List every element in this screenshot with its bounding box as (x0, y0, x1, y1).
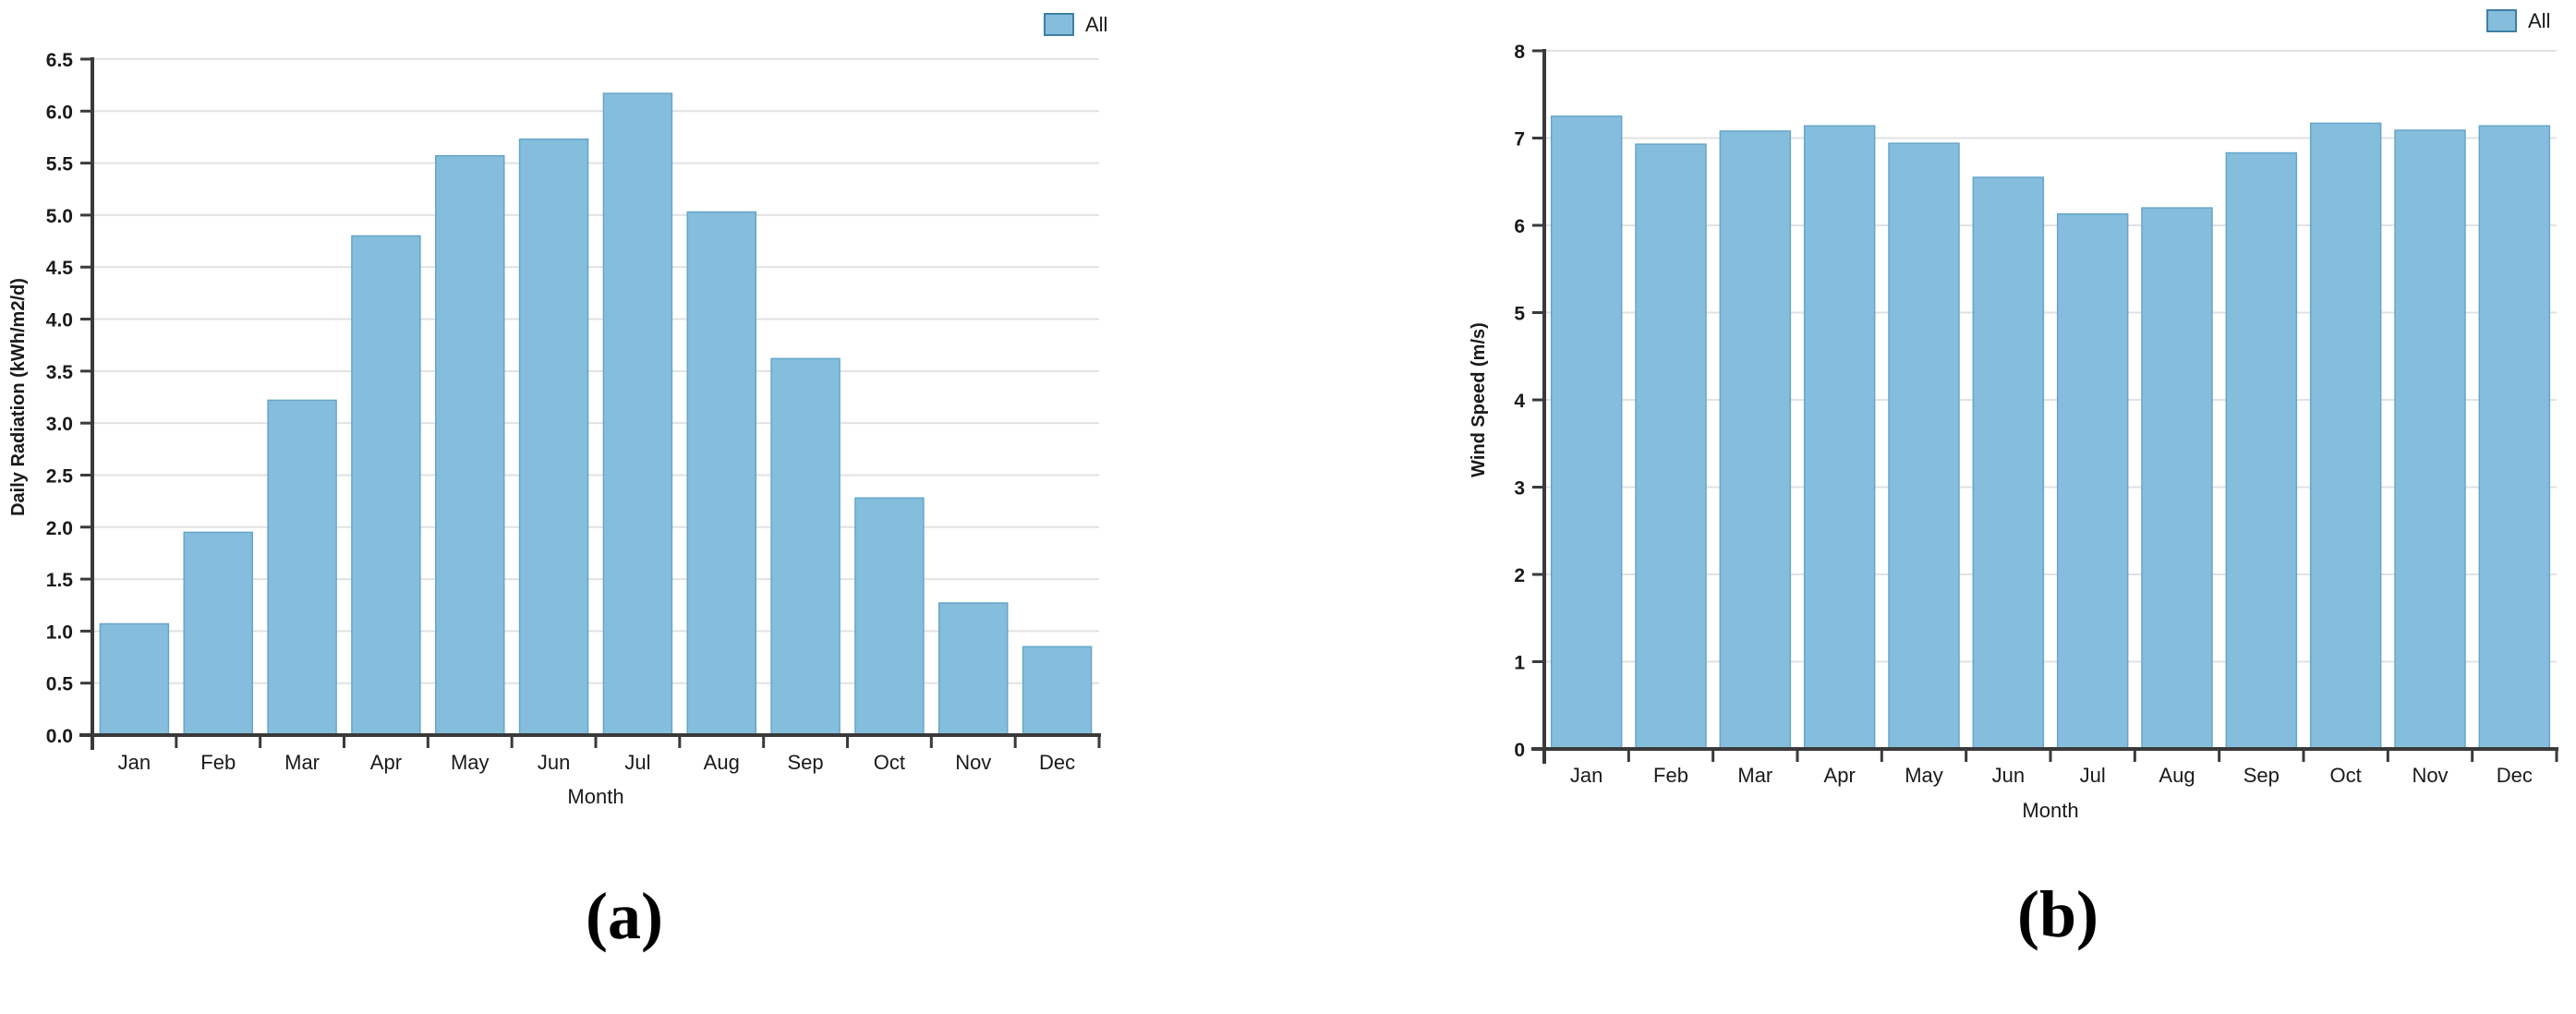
y-tick-label-1: 1 (1514, 653, 1525, 674)
x-tick-label-mar: Mar (284, 751, 320, 774)
x-axis-title: Month (2022, 799, 2078, 822)
x-tick-label-apr: Apr (1824, 764, 1856, 787)
x-tick-label-aug: Aug (704, 751, 740, 774)
y-tick-label-6.0: 6.0 (46, 102, 73, 123)
x-tick-label-jan: Jan (118, 751, 151, 774)
legend-label-all: All (2528, 9, 2550, 32)
x-tick-label-apr: Apr (370, 751, 402, 774)
y-tick-label-2.5: 2.5 (46, 465, 74, 487)
panel-caption-b: (b) (2017, 877, 2098, 951)
x-tick-label-dec: Dec (1039, 751, 1075, 774)
x-tick-label-aug: Aug (2159, 764, 2195, 787)
x-tick-label-mar: Mar (1737, 764, 1772, 787)
x-tick-label-may: May (451, 751, 490, 774)
chart-wind-speed: 0 1 2 3 4 5 6 7 8 Jan Feb Mar Apr May Jun Jul Aug Sep Oct N… (1469, 9, 2558, 822)
x-tick-label-may: May (1905, 764, 1943, 787)
bar-jul (2056, 212, 2129, 750)
y-tick-label-0: 0 (1514, 740, 1525, 761)
x-tick-label-feb: Feb (1653, 764, 1688, 787)
y-tick-label-2.0: 2.0 (46, 518, 73, 539)
y-tick-label-7: 7 (1514, 129, 1525, 151)
bar-nov (938, 602, 1009, 736)
y-axis-title: Wind Speed (m/s) (1469, 322, 1489, 477)
legend-label-all: All (1085, 13, 1107, 36)
bar-aug (686, 211, 756, 736)
y-tick-label-6: 6 (1514, 216, 1525, 237)
bar-jan (99, 622, 170, 736)
bar-oct (854, 497, 925, 736)
bar-jan (1550, 115, 1623, 750)
x-tick-label-jun: Jun (538, 751, 570, 774)
x-tick-label-jul: Jul (2080, 764, 2106, 787)
y-tick-label-4.5: 4.5 (46, 258, 74, 279)
y-tick-label-0.5: 0.5 (46, 674, 74, 695)
y-tick-label-2: 2 (1514, 565, 1525, 586)
x-axis-title: Month (567, 785, 623, 808)
bar-sep (770, 357, 841, 736)
bar-aug (2141, 207, 2213, 750)
y-tick-label-1.0: 1.0 (46, 622, 73, 643)
bar-jul (602, 92, 673, 736)
x-tick-label-feb: Feb (200, 751, 236, 774)
x-tick-label-jul: Jul (624, 751, 650, 774)
bar-dec (2478, 125, 2551, 750)
chart-daily-radiation: 0.0 0.5 1.0 1.5 2.0 2.5 3.0 3.5 4.0 4.5 5.0 5.5 6.0 6… (8, 13, 1107, 808)
y-tick-label-5: 5 (1514, 304, 1525, 325)
x-tick-label-sep: Sep (2243, 764, 2280, 787)
bar-sep (2225, 151, 2298, 750)
x-tick-label-jan: Jan (1570, 764, 1602, 787)
legend-swatch-all (2486, 9, 2517, 32)
panel-caption-a: (a) (586, 879, 663, 953)
bar-nov (2394, 129, 2466, 750)
bar-mar (267, 399, 337, 736)
bar-mar (1719, 130, 1792, 750)
x-tick-label-jun: Jun (1992, 764, 2025, 787)
y-axis-title: Daily Radiation (kWh/m2/d) (8, 278, 29, 516)
x-tick-label-sep: Sep (788, 751, 824, 774)
x-tick-label-oct: Oct (2330, 764, 2362, 787)
bar-may (1888, 142, 1960, 750)
bar-jun (1972, 176, 2045, 750)
bar-apr (1803, 125, 1876, 750)
x-tick-label-nov: Nov (955, 751, 991, 774)
bar-may (435, 154, 505, 736)
bar-jun (518, 138, 589, 736)
y-tick-label-4: 4 (1514, 391, 1525, 412)
bar-dec (1022, 646, 1093, 736)
y-tick-label-0.0: 0.0 (46, 726, 73, 747)
y-tick-label-1.5: 1.5 (46, 570, 74, 591)
y-tick-label-5.0: 5.0 (46, 206, 73, 227)
y-tick-label-3.5: 3.5 (46, 362, 74, 383)
bar-apr (351, 235, 421, 736)
legend-swatch-all (1044, 13, 1074, 36)
x-tick-label-nov: Nov (2412, 764, 2448, 787)
y-tick-label-5.5: 5.5 (46, 154, 74, 175)
bar-feb (1635, 143, 1707, 750)
x-tick-label-dec: Dec (2497, 764, 2533, 787)
y-tick-label-8: 8 (1514, 42, 1525, 63)
bar-feb (183, 531, 253, 736)
y-tick-label-3.0: 3.0 (46, 414, 73, 435)
x-tick-label-oct: Oct (874, 751, 905, 774)
y-tick-label-4.0: 4.0 (46, 310, 73, 332)
y-tick-label-6.5: 6.5 (46, 50, 74, 71)
bar-oct (2309, 122, 2382, 750)
y-tick-label-3: 3 (1514, 478, 1525, 500)
